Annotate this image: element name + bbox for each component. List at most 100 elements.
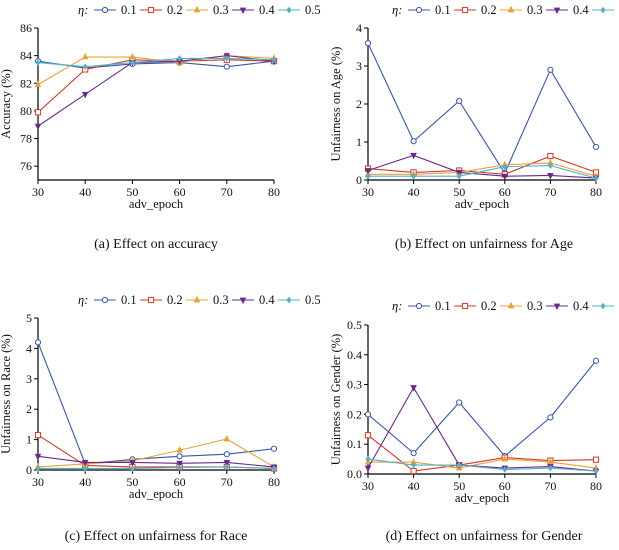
data-point — [502, 466, 508, 473]
x-axis-label: adv_epoch — [455, 491, 510, 505]
legend-entry-0.4: 0.4 — [232, 3, 275, 17]
data-point — [81, 52, 89, 60]
legend-label: 0.2 — [167, 293, 183, 307]
data-point — [129, 465, 135, 472]
legend-label: 0.1 — [121, 3, 137, 17]
data-point — [593, 174, 599, 182]
legend-label: 0.5 — [305, 293, 321, 307]
y-axis-label: Accuracy (%) — [0, 69, 13, 139]
y-tick-label: 3 — [26, 372, 32, 386]
series-line — [37, 55, 275, 127]
x-tick-label: 40 — [79, 475, 91, 489]
y-tick-label: 1 — [26, 433, 32, 447]
legend-label: 0.1 — [121, 293, 137, 307]
series-line — [37, 60, 275, 69]
data-point — [501, 173, 509, 181]
legend-entry-0.2: 0.2 — [140, 293, 183, 307]
series-line — [37, 438, 275, 468]
data-point — [410, 385, 417, 392]
chart-panel-1: 76 78 80 82 84 86 30 40 50 60 70 80 adv_epoch Accurac… — [0, 3, 321, 252]
legend-label: 0.2 — [481, 299, 497, 313]
data-point — [177, 55, 183, 62]
legend-label: 0.4 — [573, 3, 589, 17]
x-tick-label: 30 — [362, 479, 374, 493]
legend-marker — [239, 7, 247, 15]
data-point — [456, 399, 463, 406]
data-point — [271, 56, 277, 64]
series-line — [367, 386, 597, 472]
legend-marker — [600, 302, 606, 310]
x-tick-label: 70 — [544, 185, 556, 199]
data-point — [129, 459, 136, 467]
x-tick-label: 40 — [408, 185, 420, 199]
legend-entry-0.2: 0.2 — [454, 3, 497, 17]
data-point — [224, 55, 230, 62]
legend-title: η: — [392, 299, 402, 313]
legend-marker — [553, 303, 561, 311]
data-point — [411, 172, 417, 180]
x-tick-label: 30 — [32, 475, 44, 489]
legend-entry-0.5: 0.5 — [278, 3, 321, 17]
data-point — [82, 465, 88, 472]
series-line — [367, 458, 597, 472]
legend-marker — [147, 296, 155, 304]
legend-title: η: — [78, 293, 88, 307]
chart-panel-4: 0.00.10.20.30.40.530 40 50 60 70 80adv_epochU… — [329, 299, 614, 544]
legend-label: 0.1 — [435, 299, 451, 313]
x-tick-label: 50 — [126, 475, 138, 489]
data-point — [547, 66, 554, 73]
data-point — [592, 357, 600, 364]
data-point — [364, 411, 372, 418]
legend-label: 0.1 — [435, 3, 451, 17]
x-tick-label: 50 — [126, 185, 138, 199]
data-point — [35, 465, 41, 472]
y-tick-label: 84 — [20, 49, 32, 63]
data-point — [82, 63, 88, 70]
x-tick-label: 80 — [590, 185, 602, 199]
data-point — [34, 123, 42, 131]
chart-caption: (b) Effect on unfairness for Age — [395, 237, 573, 252]
y-tick-label: 0 — [356, 173, 362, 187]
series-0.5 — [35, 463, 277, 472]
data-point — [410, 467, 417, 475]
y-tick-label: 0.3 — [347, 378, 362, 392]
y-tick-label: 82 — [20, 76, 32, 90]
legend-label: 0.4 — [259, 3, 275, 17]
series-line — [37, 57, 275, 68]
x-axis-label: adv_epoch — [129, 197, 184, 211]
legend: η:0.10.20.30.40.5 — [392, 299, 614, 313]
x-tick-label: 60 — [174, 475, 186, 489]
data-point — [223, 434, 231, 442]
y-tick-label: 4 — [356, 21, 362, 35]
data-point — [271, 465, 277, 472]
series-line — [37, 342, 275, 465]
x-axis-label: adv_epoch — [129, 487, 184, 501]
x-tick-label: 80 — [268, 185, 280, 199]
x-tick-label: 40 — [408, 479, 420, 493]
chart-panel-2: 0 1 2 3 4 30 40 50 60 70 80 adv_epoch Unfairness on … — [329, 3, 614, 252]
chart-caption: (c) Effect on unfairness for Race — [65, 529, 248, 544]
series-line — [37, 455, 275, 468]
data-point — [34, 109, 42, 116]
x-tick-label: 70 — [221, 185, 233, 199]
chart-caption: (d) Effect on unfairness for Gender — [386, 529, 583, 544]
series-0.1 — [364, 40, 600, 177]
y-tick-label: 1 — [356, 135, 362, 149]
data-point — [547, 464, 553, 472]
data-point — [81, 459, 89, 467]
data-point — [34, 431, 42, 439]
x-tick-label: 80 — [268, 475, 280, 489]
legend-entry-0.3: 0.3 — [186, 3, 229, 17]
legend-marker — [507, 5, 515, 13]
y-axis-label: Unfairness on Age (%) — [329, 47, 343, 162]
y-tick-label: 0 — [26, 463, 32, 477]
data-point — [177, 464, 183, 471]
legend-entry-0.4: 0.4 — [546, 299, 589, 313]
data-point — [224, 463, 230, 471]
x-tick-label: 80 — [590, 479, 602, 493]
legend-entry-0.5: 0.5 — [592, 6, 614, 14]
data-point — [365, 172, 371, 180]
legend-entry-0.2: 0.2 — [454, 299, 497, 313]
legend-entry-0.1: 0.1 — [408, 3, 451, 17]
